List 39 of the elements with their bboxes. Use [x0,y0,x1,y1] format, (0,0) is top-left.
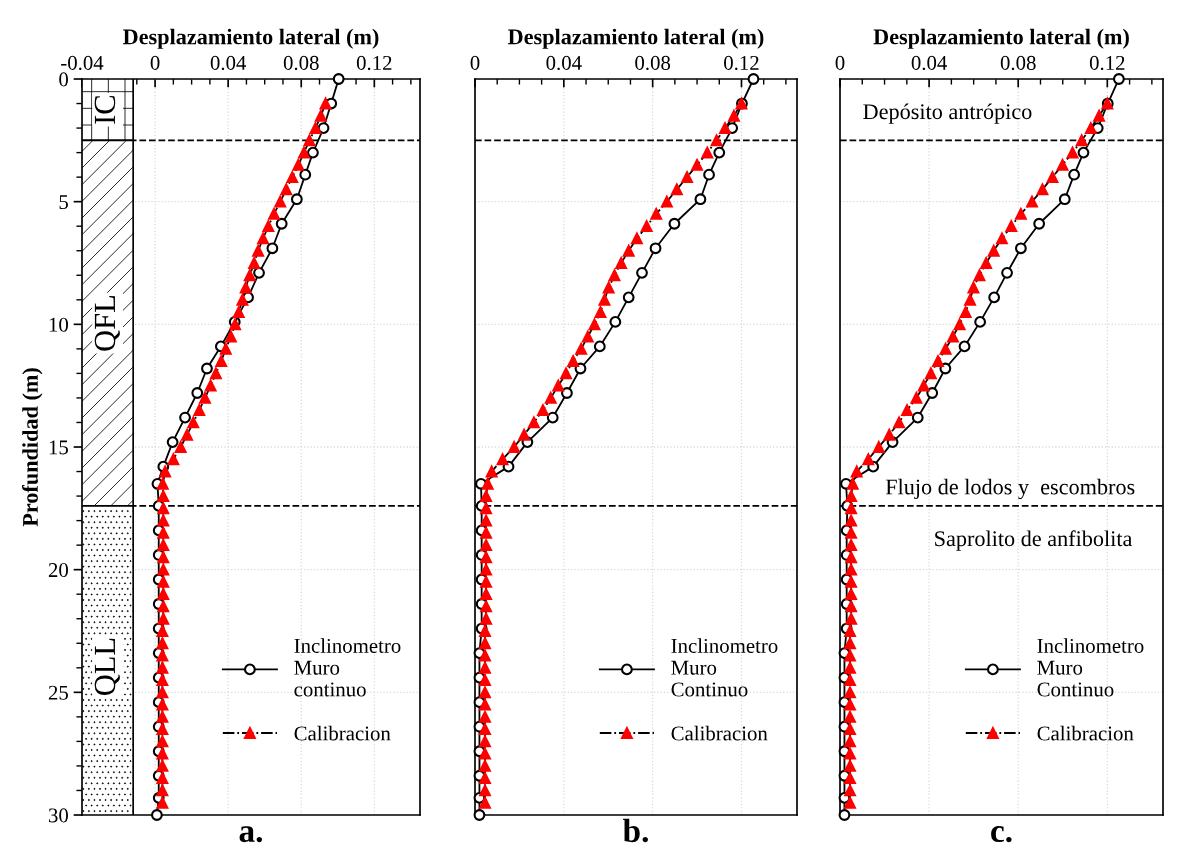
legend-label: Calibracion [1037,725,1134,741]
band-label: QFL [94,296,120,351]
y-tick-label: 5 [59,195,68,210]
x-tick-label: 0.08 [283,55,319,70]
band-label: IC [94,96,116,124]
legend-label: Calibracion [294,725,391,741]
x-tick-label: 0.12 [724,55,759,70]
legend-label: Calibracion [671,725,768,741]
legend-label: Inclinometro Muro Continuo [1037,638,1144,697]
text: a. [239,826,263,843]
y-axis-title: Profundidad (m) [22,368,43,527]
x-tick-label: 0 [470,55,480,70]
y-tick-label: 30 [48,808,69,823]
x-tick-label: 0.12 [1089,55,1125,70]
x-tick-label: 0.04 [546,55,582,70]
x-tick-label: -0.04 [61,55,104,70]
x-tick-label: 0 [150,55,160,70]
x-tick-label: 0.04 [210,55,247,70]
legend-label: Inclinometro Muro Continuo [671,638,778,697]
legend-label: Inclinometro Muro continuo [294,638,401,697]
annotation: Depósito antrópico [863,103,1032,124]
y-tick-label: 0 [59,72,69,87]
x-tick-label: 0.08 [1000,55,1036,70]
x-axis-title: Desplazamiento lateral (m) [508,28,764,49]
y-tick-label: 15 [49,440,68,455]
x-tick-label: 0.12 [356,55,392,70]
x-tick-label: 0 [835,55,845,70]
band-label: QLL [94,638,120,696]
y-tick-label: 20 [48,563,69,578]
annotation: Flujo de lodos y escombros [885,478,1135,500]
annotation: Saprolito de anfibolita [935,530,1133,551]
text: b. [622,818,648,843]
text: c. [991,826,1012,843]
y-tick-label: 10 [49,317,69,332]
x-tick-label: 0.04 [911,55,948,70]
x-axis-title: Desplazamiento lateral (m) [873,28,1129,49]
x-axis-title: Desplazamiento lateral (m) [123,28,379,49]
y-tick-label: 25 [48,685,68,700]
x-tick-label: 0.08 [635,55,671,70]
